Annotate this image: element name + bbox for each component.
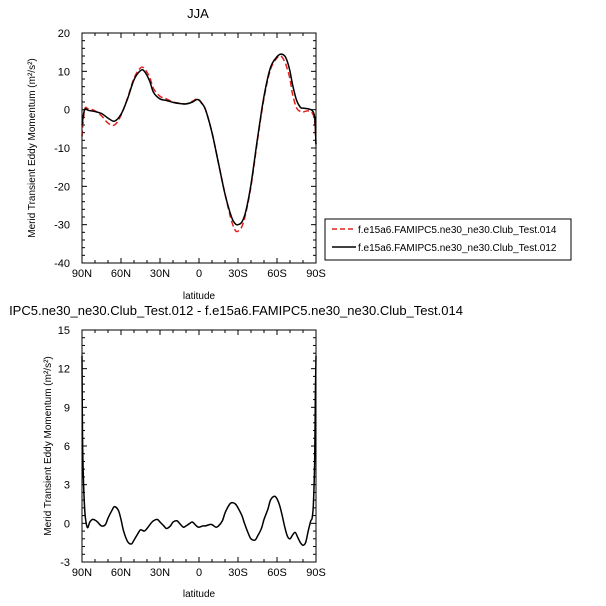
- bottom-xlabel: latitude: [183, 589, 216, 600]
- bottom-xtick-label: 60S: [267, 567, 287, 579]
- bottom-ylabel-unit: (m²/s²): [43, 356, 54, 385]
- top-ytick-label: -10: [54, 143, 70, 155]
- bottom-ylabel-name: Merid Transient Eddy Momentum: [43, 388, 54, 535]
- top-title: JJA: [187, 6, 209, 21]
- bottom-panel: IPC5.ne30_ne30.Club_Test.012 - f.e15a6.F…: [9, 303, 463, 600]
- bottom-xtick-label: 30N: [150, 567, 170, 579]
- bottom-series-line-0: [81, 355, 317, 546]
- bottom-xtick-label: 30S: [228, 567, 248, 579]
- legend-label-012: f.e15a6.FAMIPC5.ne30_ne30.Club_Test.012: [358, 243, 557, 254]
- top-xtick-label: 30S: [228, 268, 248, 280]
- top-xlabel: latitude: [183, 291, 216, 302]
- top-ytick-label: -30: [54, 220, 70, 232]
- bottom-xtick-label: 60N: [111, 567, 131, 579]
- bottom-xtick-label: 90S: [306, 567, 326, 579]
- bottom-tick-labels: 90N 60N 30N 0 30S 60S 90S -3 0 3 6 9 12 15: [58, 325, 326, 579]
- top-ylabel-name: Merid Transient Eddy Momentum: [27, 90, 38, 237]
- top-xtick-label: 0: [196, 268, 202, 280]
- top-series-line-1: [81, 53, 317, 226]
- bottom-title: IPC5.ne30_ne30.Club_Test.012 - f.e15a6.F…: [9, 303, 463, 318]
- top-plot-frame: [81, 32, 317, 264]
- top-xtick-label: 60S: [267, 268, 287, 280]
- top-xtick-label: 30N: [150, 268, 170, 280]
- legend-label-014: f.e15a6.FAMIPC5.ne30_ne30.Club_Test.014: [358, 225, 557, 236]
- top-ticks: [81, 32, 317, 264]
- legend: f.e15a6.FAMIPC5.ne30_ne30.Club_Test.014 …: [324, 218, 572, 261]
- top-tick-labels: 90N 60N 30N 0 30S 60S 90S -40 -30 -20 -10 0 10 20: [54, 28, 326, 280]
- top-xtick-label: 90N: [72, 268, 92, 280]
- legend-box: [324, 218, 572, 261]
- bottom-ytick-label: 0: [64, 518, 70, 530]
- top-ytick-label: 20: [58, 28, 70, 40]
- bottom-ytick-label: 12: [58, 364, 70, 376]
- top-series-group: [81, 53, 317, 233]
- top-ytick-label: -40: [54, 258, 70, 270]
- bottom-xtick-label: 0: [196, 567, 202, 579]
- bottom-series-group: [81, 355, 317, 546]
- bottom-ylabel: Merid Transient Eddy Momentum (m²/s²): [43, 356, 54, 536]
- top-xtick-label: 90S: [306, 268, 326, 280]
- top-ytick-label: 0: [64, 105, 70, 117]
- top-ytick-label: -20: [54, 181, 70, 193]
- top-ylabel: Merid Transient Eddy Momentum (m²/s²): [27, 58, 38, 238]
- top-ytick-label: 10: [58, 66, 70, 78]
- top-ylabel-unit: (m²/s²): [27, 58, 38, 87]
- bottom-ytick-label: 15: [58, 325, 70, 337]
- bottom-ytick-label: 9: [64, 402, 70, 414]
- top-xtick-label: 60N: [111, 268, 131, 280]
- bottom-ytick-label: 3: [64, 480, 70, 492]
- bottom-xtick-label: 90N: [72, 567, 92, 579]
- bottom-ytick-label: -3: [60, 557, 70, 569]
- bottom-ytick-label: 6: [64, 441, 70, 453]
- bottom-plot-frame: [81, 329, 317, 563]
- top-panel: JJA 90N 60N 30N 0 30S 60S 90S -40 -30 -20 -10 0 10 20…: [27, 6, 572, 302]
- top-series-line-0: [81, 54, 317, 233]
